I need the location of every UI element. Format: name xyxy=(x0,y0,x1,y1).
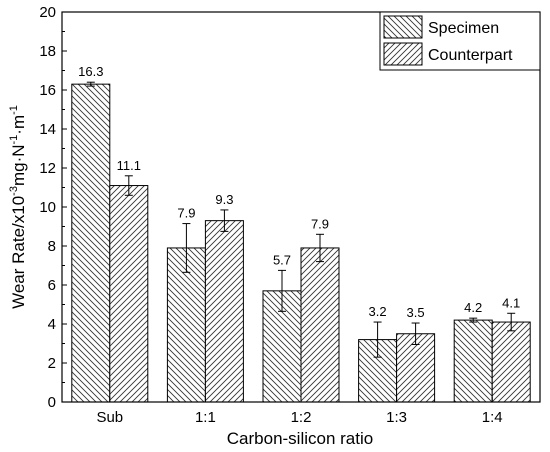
legend-swatch-specimen xyxy=(383,15,423,39)
data-label-specimen-2: 5.7 xyxy=(273,252,291,267)
bar-counterpart-0 xyxy=(109,185,149,403)
y-tick-label: 20 xyxy=(39,4,56,21)
error-bar-specimen-1 xyxy=(182,223,191,273)
legend-label-counterpart: Counterpart xyxy=(428,47,513,64)
data-label-counterpart-4: 4.1 xyxy=(502,295,520,310)
error-bar-counterpart-4 xyxy=(507,312,516,332)
bar-specimen-4 xyxy=(453,319,493,403)
x-axis-label: Carbon-silicon ratio xyxy=(227,429,373,448)
error-bar-counterpart-2 xyxy=(316,233,324,263)
data-label-specimen-0: 16.3 xyxy=(78,64,103,79)
error-bar-counterpart-0 xyxy=(124,175,133,196)
y-tick-label: 14 xyxy=(39,121,56,138)
bar-counterpart-3 xyxy=(396,333,436,403)
data-label-counterpart-2: 7.9 xyxy=(311,216,329,231)
y-tick-label: 8 xyxy=(48,238,56,255)
data-label-counterpart-0: 11.1 xyxy=(117,158,141,173)
x-tick-label: 1:1 xyxy=(195,409,216,426)
y-tick-label: 12 xyxy=(39,160,56,177)
error-bar-specimen-3 xyxy=(373,321,382,358)
error-bar-specimen-2 xyxy=(278,269,286,312)
error-bar-counterpart-1 xyxy=(220,209,229,232)
y-tick-label: 6 xyxy=(48,277,56,294)
y-tick-label: 4 xyxy=(48,316,56,333)
data-label-counterpart-3: 3.5 xyxy=(407,305,425,320)
x-tick-label: 1:4 xyxy=(482,409,503,426)
y-tick-label: 18 xyxy=(39,43,56,60)
bar-specimen-0 xyxy=(71,83,111,403)
legend-swatch-counterpart xyxy=(383,42,423,66)
error-bar-counterpart-3 xyxy=(411,322,420,345)
x-tick-label: 1:2 xyxy=(291,409,312,426)
bar-counterpart-4 xyxy=(491,321,531,403)
data-label-counterpart-1: 9.3 xyxy=(215,192,233,207)
x-tick-label: Sub xyxy=(96,409,123,426)
y-tick-label: 16 xyxy=(39,82,56,99)
bar-counterpart-1 xyxy=(204,220,244,403)
error-bar-specimen-4 xyxy=(469,317,478,323)
y-axis-label: Wear Rate/x10-3mg·N-1·m-1 xyxy=(8,105,28,309)
bar-counterpart-2 xyxy=(300,247,340,403)
data-label-specimen-3: 3.2 xyxy=(369,304,387,319)
legend: Specimen Counterpart xyxy=(379,11,541,71)
error-bar-specimen-0 xyxy=(86,81,95,87)
y-tick-label: 10 xyxy=(39,199,56,216)
legend-label-specimen: Specimen xyxy=(428,20,499,37)
data-label-specimen-1: 7.9 xyxy=(177,206,195,221)
x-tick-label: 1:3 xyxy=(386,409,407,426)
y-tick-label: 0 xyxy=(48,394,56,411)
y-tick-label: 2 xyxy=(48,355,56,372)
bar-specimen-1 xyxy=(166,247,206,403)
data-label-specimen-4: 4.2 xyxy=(464,300,482,315)
